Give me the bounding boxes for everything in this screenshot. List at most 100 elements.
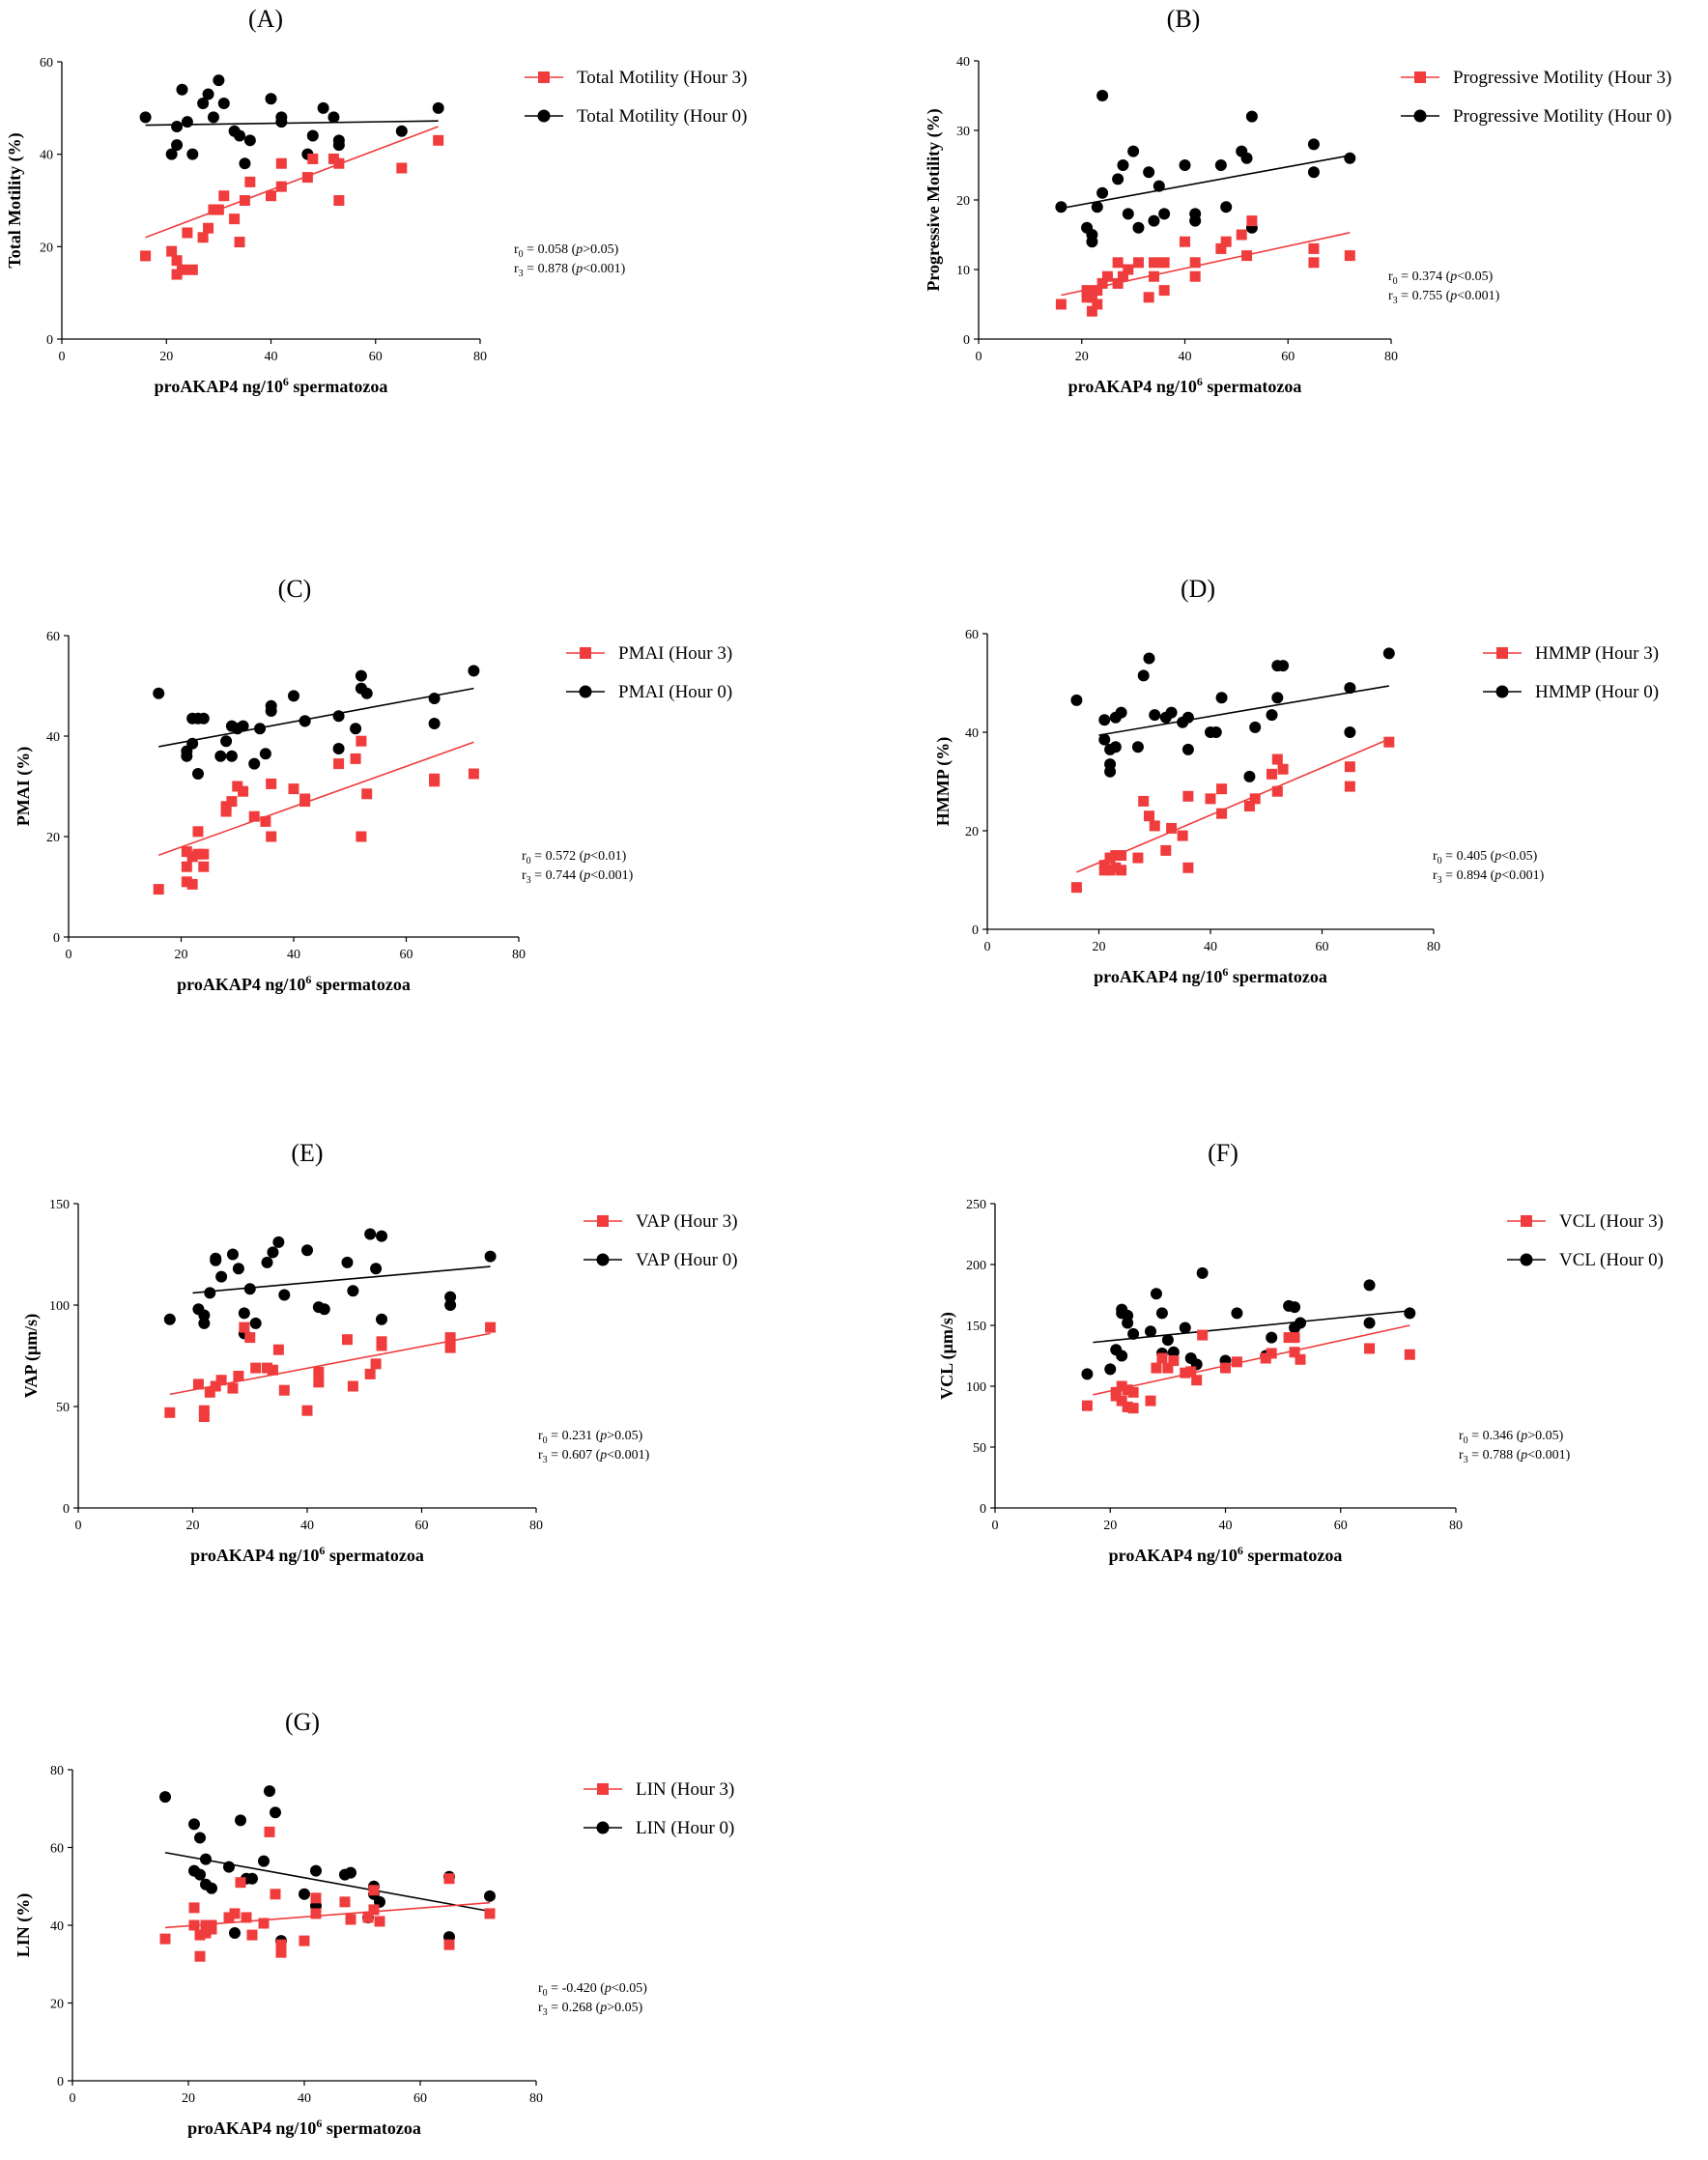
data-point-square [1243,801,1255,811]
data-point-square [227,1382,239,1394]
stat-value: = 0.268 ( [548,2001,601,2015]
data-point-square [229,213,241,225]
series-hour3 [1070,736,1395,894]
data-point-circle [301,1244,313,1257]
data-point-square [347,1380,358,1392]
x-tick-label: 60 [413,2091,427,2106]
y-tick-label: 40 [965,726,979,741]
x-tick-label: 80 [512,948,526,962]
data-point-square [374,1916,385,1927]
data-point-circle [1132,221,1145,234]
panel-label: (E) [291,1139,323,1167]
stat-line: r0 = 0.346 (p>0.05) [1459,1429,1564,1446]
data-point-square [1143,810,1154,822]
legend-marker-square [1521,1215,1532,1227]
y-tick-label: 10 [956,264,970,278]
data-point-circle [444,1299,457,1311]
data-point-circle [176,83,188,96]
series-hour3 [153,735,479,895]
y-tick-label: 0 [63,1502,70,1517]
x-tick-label: 40 [1179,350,1192,364]
data-point-square [244,176,256,187]
data-point-circle [376,1313,388,1325]
data-point-circle [159,1791,171,1804]
x-tick-label: 60 [415,1519,429,1533]
data-point-square [275,157,287,169]
data-point-square [368,1904,380,1916]
data-point-square [1308,242,1320,254]
data-point-square [234,237,245,248]
regression-line [158,687,474,748]
data-point-square [238,785,249,797]
data-point-circle [1148,214,1160,227]
data-point-square [1189,270,1201,282]
series-hour0 [1070,647,1395,782]
x-axis-title-sup: 6 [1222,965,1228,979]
data-point-circle [197,712,210,725]
data-point-circle [1307,138,1320,151]
data-point-square [197,232,209,243]
data-point-circle [198,1309,211,1322]
data-point-square [339,1896,351,1908]
data-point-square [229,1908,241,1919]
data-point-square [246,1929,258,1941]
data-point-square [181,861,192,872]
data-point-circle [1240,152,1253,164]
data-point-square [1197,1329,1209,1341]
data-point-square [1149,820,1160,832]
data-point-circle [1150,1288,1162,1300]
legend-label-hour0: Progressive Motility (Hour 0) [1453,106,1671,127]
data-point-square [1143,292,1154,303]
x-axis-title: proAKAP4 ng/106 spermatozoa [187,2117,421,2138]
data-point-square [1271,753,1283,765]
data-point-square [1266,1348,1277,1359]
data-point-square [206,1919,217,1931]
stat-sub: 0 [1438,856,1442,867]
data-point-circle [217,98,230,110]
data-point-square [1220,1362,1231,1374]
y-axis-title: LIN (%) [14,1893,34,1958]
data-point-square [301,1405,313,1416]
data-point-square [272,1344,284,1355]
data-point-square [1081,1400,1093,1411]
stat-line: r0 = 0.572 (p<0.01) [522,849,627,867]
data-point-square [1220,236,1232,247]
data-point-circle [229,1927,241,1940]
legend-label-hour3: PMAI (Hour 3) [618,643,732,664]
legend-label-hour3: VAP (Hour 3) [636,1211,738,1232]
x-tick-label: 20 [159,350,173,364]
regression-line [1061,232,1351,297]
regression-line [145,120,439,127]
data-point-square [140,250,152,262]
stat-line: r3 = 0.607 (p<0.001) [538,1448,650,1465]
data-point-square [232,781,243,792]
stat-line: r0 = -0.420 (p<0.05) [538,1981,647,1999]
data-point-circle [237,720,249,732]
x-axis-title: proAKAP4 ng/106 spermatozoa [1094,965,1327,986]
data-point-circle [1086,229,1098,241]
stat-line: r0 = 0.231 (p>0.05) [538,1429,643,1446]
x-axis-title-rest: spermatozoa [325,1546,423,1565]
legend-marker-square [597,1783,609,1795]
data-point-circle [1231,1307,1243,1320]
data-point-square [468,768,479,780]
data-point-circle [428,718,441,729]
data-point-circle [1149,709,1161,722]
stat-r: r [538,1981,543,1996]
data-point-square [260,815,271,827]
legend-marker-circle [596,1253,610,1266]
data-point-circle [186,148,199,160]
data-point-circle [1096,186,1109,199]
series-hour0 [1081,1266,1416,1380]
data-point-square [176,264,187,275]
data-point-square [215,1375,227,1386]
regression-line [192,1265,491,1294]
legend-marker-square [1496,647,1508,659]
data-point-circle [171,139,184,152]
data-point-circle [215,1270,228,1283]
data-point-square [1112,257,1124,269]
y-tick-label: 0 [53,931,60,946]
legend-marker-circle [537,109,551,123]
data-point-square [239,195,250,206]
legend: HMMP (Hour 3) HMMP (Hour 0) [1483,643,1659,702]
